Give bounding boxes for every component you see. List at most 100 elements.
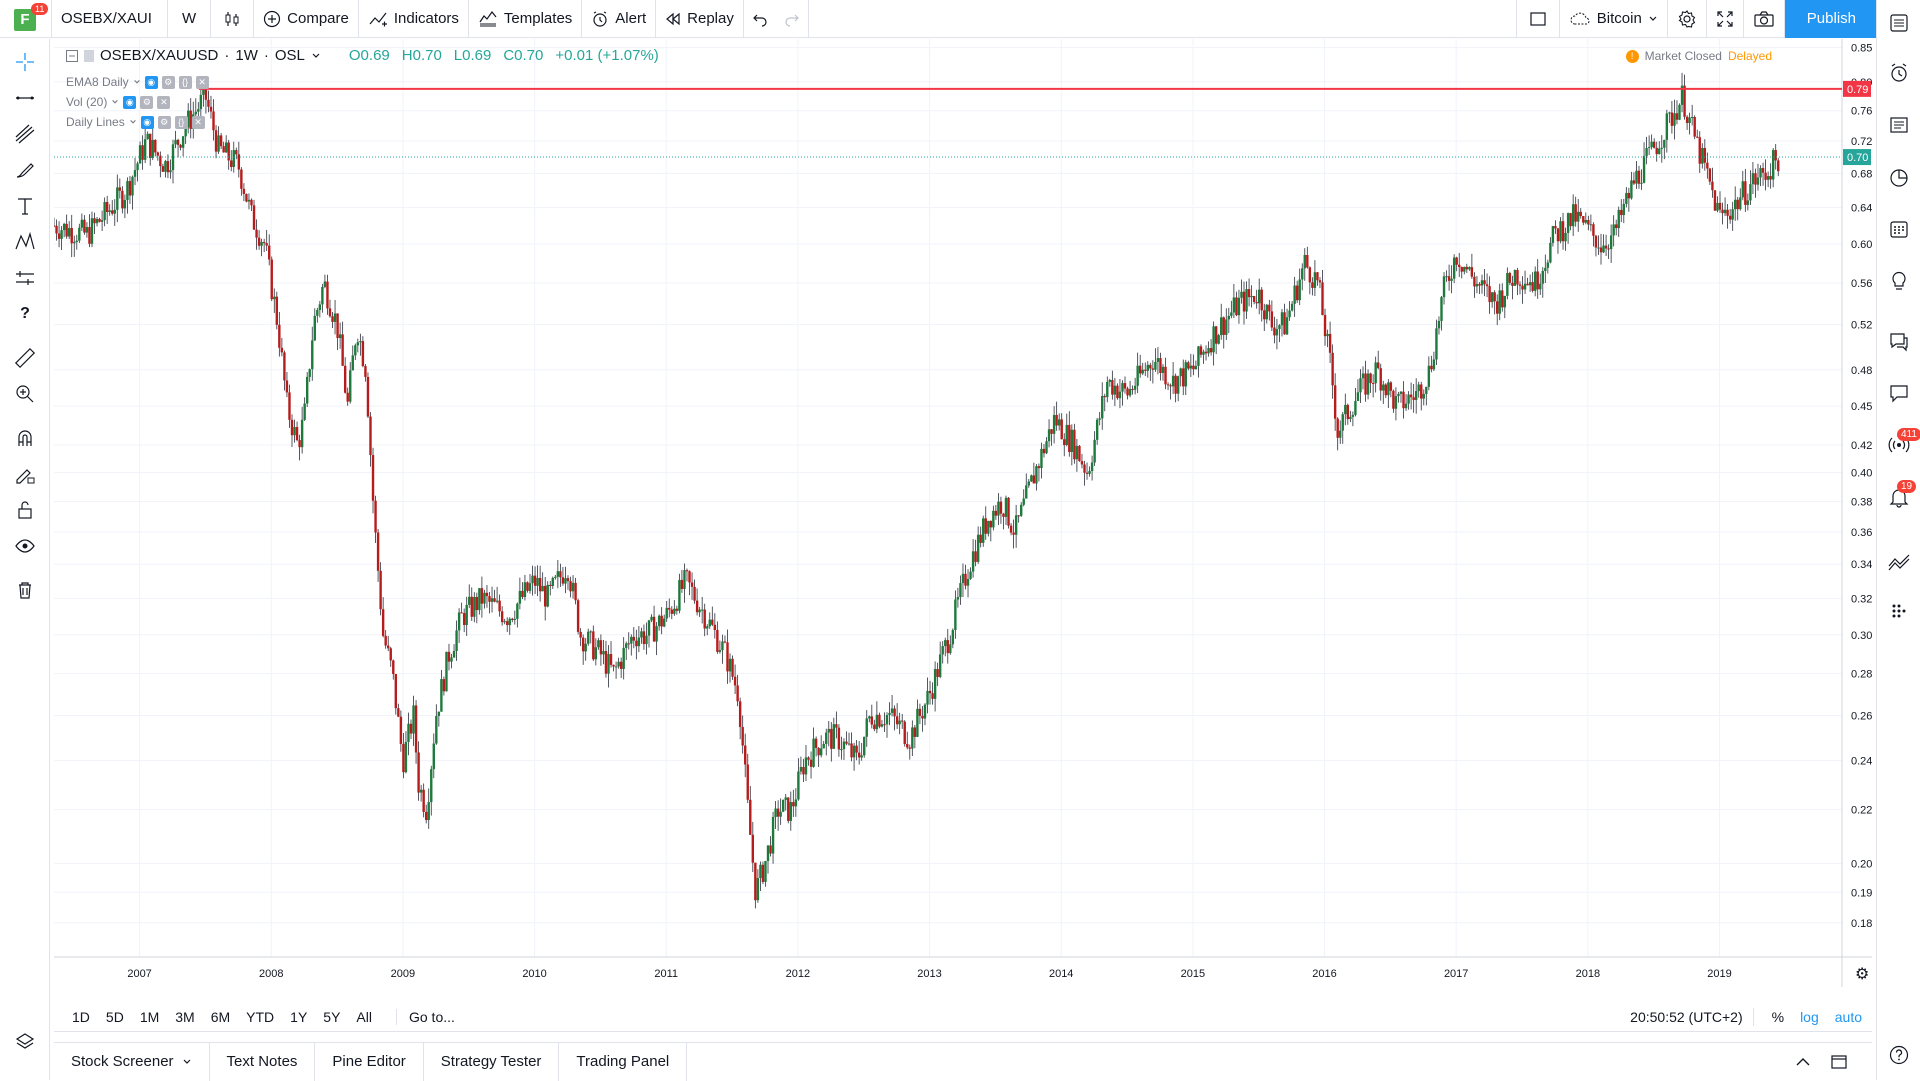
magnet-tool[interactable] [10,423,40,453]
gear-icon[interactable]: ⚙ [140,95,154,109]
snapshot-button[interactable] [1744,0,1785,38]
alert-button[interactable]: Alert [582,0,657,38]
gear-icon[interactable]: ⚙ [157,115,171,129]
layout-name-label: Bitcoin [1596,10,1642,27]
stay-drawing-tool[interactable] [10,459,40,489]
range-5d[interactable]: 5D [105,1008,124,1025]
gear-icon[interactable]: ⚙ [161,75,175,89]
alerts-panel-button[interactable] [1884,58,1914,88]
calendar-button[interactable] [1884,214,1914,244]
collapse-icon[interactable] [66,49,78,62]
templates-button[interactable]: Templates [469,0,583,38]
eye-toggle-icon[interactable]: ◉ [144,75,158,89]
tab-strategy-tester[interactable]: Strategy Tester [424,1042,560,1081]
trendline-tool[interactable] [10,83,40,113]
range-1y[interactable]: 1Y [290,1008,308,1025]
legend-symbol[interactable]: OSEBX/XAUUSD [100,47,219,64]
close-icon[interactable]: ✕ [157,95,171,109]
source-code-icon[interactable]: {} [178,75,192,89]
settings-button[interactable] [1668,0,1707,38]
range-6m[interactable]: 6M [210,1008,231,1025]
candle-down [1554,226,1557,229]
chevron-down-icon[interactable] [311,51,321,61]
goto-button[interactable]: Go to... [395,1008,463,1025]
private-chats-button[interactable] [1884,378,1914,408]
publish-button[interactable]: Publish [1784,0,1878,38]
candle-up [468,596,471,605]
hotlists-button[interactable] [1884,162,1914,192]
chevron-down-icon[interactable] [133,78,141,86]
range-1m[interactable]: 1M [139,1008,160,1025]
percent-toggle[interactable]: % [1771,1008,1785,1025]
indicators-button[interactable]: Indicators [359,0,469,38]
range-1d[interactable]: 1D [72,1008,90,1025]
candle-up [186,110,190,128]
tab-text-notes[interactable]: Text Notes [210,1042,316,1081]
candle-up [407,723,410,742]
saved-layout-button[interactable]: Bitcoin [1560,0,1668,38]
source-code-icon[interactable]: {} [174,115,188,129]
close-icon[interactable]: ✕ [191,115,205,129]
replay-button[interactable]: Replay [656,0,744,38]
prediction-tool[interactable] [10,263,40,293]
market-status[interactable]: ! Market Closed Delayed [1625,49,1772,63]
brush-tool[interactable] [10,155,40,185]
hide-drawings-tool[interactable] [10,531,40,561]
help-tool[interactable]: ? [10,299,40,329]
candle-up [1030,475,1033,482]
price-chart[interactable]: 0.850.800.760.720.680.640.600.560.520.48… [54,39,1872,996]
ideas-stream-button[interactable] [1884,266,1914,296]
range-ytd[interactable]: YTD [246,1008,275,1025]
chevron-up-icon[interactable] [1794,1053,1812,1071]
close-icon[interactable]: ✕ [195,75,209,89]
depth-of-market-button[interactable] [1884,596,1914,626]
chevron-down-icon[interactable] [111,98,119,106]
eye-toggle-icon[interactable]: ◉ [123,95,137,109]
undo-button[interactable] [744,0,776,38]
data-window-button[interactable] [1884,546,1914,576]
candle-up [75,240,78,242]
compare-button[interactable]: Compare [254,0,359,38]
redo-button[interactable] [776,0,809,38]
chats-button[interactable] [1884,326,1914,356]
auto-toggle[interactable]: auto [1834,1008,1862,1025]
user-menu-button[interactable]: F 11 [0,0,52,38]
watchlist-button[interactable] [1884,8,1914,38]
eye-toggle-icon[interactable]: ◉ [140,115,154,129]
candle-down [159,155,162,167]
range-5y[interactable]: 5Y [323,1008,341,1025]
crosshair-tool[interactable] [10,47,40,77]
range-3m[interactable]: 3M [175,1008,195,1025]
range-all[interactable]: All [356,1008,372,1025]
log-toggle[interactable]: log [1800,1008,1819,1025]
pattern-tool[interactable] [10,227,40,257]
streams-button[interactable] [1884,430,1914,460]
layout-select-button[interactable] [1515,0,1560,38]
zoom-tool[interactable] [10,379,40,409]
fullscreen-button[interactable] [1707,0,1744,38]
symbol-search-button[interactable]: OSEBX/XAUI [52,0,168,38]
indicator-volume[interactable]: Vol (20) ◉ ⚙ ✕ [66,95,171,109]
clock-label[interactable]: 20:50:52 (UTC+2) [1630,1008,1743,1025]
interval-button[interactable]: W [168,0,212,38]
remove-drawings-tool[interactable] [10,575,40,605]
tab-pine-editor[interactable]: Pine Editor [315,1042,424,1081]
chart-pane[interactable]: 0.850.800.760.720.680.640.600.560.520.48… [54,39,1872,996]
text-tool[interactable] [10,191,40,221]
indicator-ema8[interactable]: EMA8 Daily ◉ ⚙ {} ✕ [66,75,209,89]
pitchfork-tool[interactable] [10,119,40,149]
candle-up [1098,418,1101,420]
measure-tool[interactable] [10,343,40,373]
news-button[interactable] [1884,110,1914,140]
object-tree-tool[interactable] [10,1027,40,1057]
tab-trading-panel[interactable]: Trading Panel [559,1042,688,1081]
axis-settings-icon[interactable]: ⚙ [1855,966,1869,983]
help-center-button[interactable] [1884,1040,1914,1070]
chevron-down-icon[interactable] [129,118,137,126]
indicator-daily-lines[interactable]: Daily Lines ◉ ⚙ {} ✕ [66,115,205,129]
lock-tool[interactable] [10,495,40,525]
maximize-panel-icon[interactable] [1830,1053,1848,1071]
tab-stock-screener[interactable]: Stock Screener [54,1042,210,1081]
candle-up [1746,200,1750,205]
chart-style-button[interactable] [211,0,255,38]
